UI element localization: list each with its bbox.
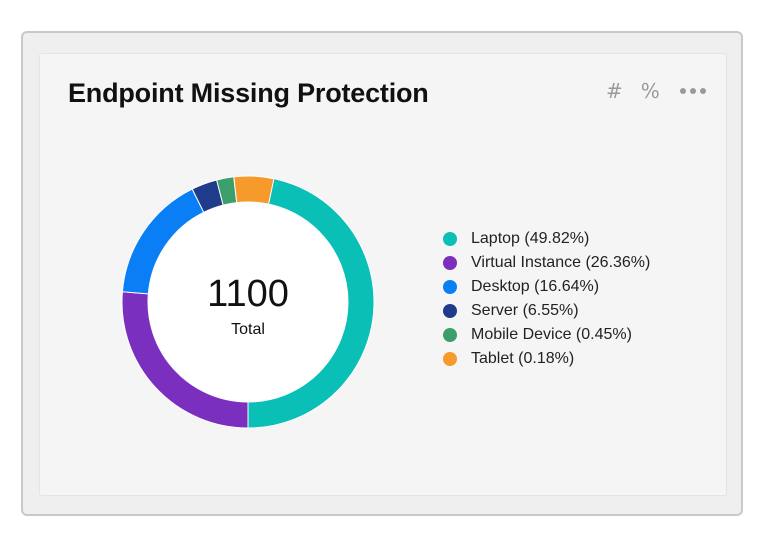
count-toggle-button[interactable]: # — [606, 79, 623, 103]
chart-legend: Laptop (49.82%) Virtual Instance (26.36%)… — [443, 227, 650, 371]
more-options-icon[interactable] — [679, 81, 706, 101]
legend-item-server[interactable]: Server (6.55%) — [443, 299, 650, 323]
legend-item-mobile-device[interactable]: Mobile Device (0.45%) — [443, 323, 650, 347]
legend-label: Mobile Device (0.45%) — [471, 326, 632, 343]
legend-label: Virtual Instance (26.36%) — [471, 254, 651, 271]
legend-label: Server (6.55%) — [471, 302, 579, 319]
legend-label: Tablet (0.18%) — [471, 350, 575, 367]
donut-center-label: Total — [231, 321, 265, 338]
more-dot — [699, 88, 706, 94]
legend-swatch — [443, 304, 457, 318]
legend-item-tablet[interactable]: Tablet (0.18%) — [443, 347, 650, 371]
donut-slice-tablet[interactable] — [233, 175, 275, 205]
legend-swatch — [443, 280, 457, 294]
legend-swatch — [443, 232, 457, 246]
legend-swatch — [443, 328, 457, 342]
percent-toggle-button[interactable]: % — [640, 79, 660, 103]
legend-item-virtual-instance[interactable]: Virtual Instance (26.36%) — [443, 251, 650, 275]
donut-slice-laptop[interactable] — [247, 175, 375, 429]
more-dot — [679, 88, 686, 94]
legend-item-laptop[interactable]: Laptop (49.82%) — [443, 227, 650, 251]
donut-center-value: 1100 — [207, 273, 289, 315]
more-dot — [689, 88, 696, 94]
legend-swatch — [443, 256, 457, 270]
donut-svg — [121, 175, 375, 429]
widget-card: Endpoint Missing Protection # % 1100 Tot… — [40, 54, 726, 495]
legend-swatch — [443, 352, 457, 366]
widget-toolbar: # % — [606, 76, 706, 106]
donut-chart: 1100 Total — [120, 174, 376, 430]
legend-label: Desktop (16.64%) — [471, 278, 600, 295]
legend-label: Laptop (49.82%) — [471, 230, 590, 247]
legend-item-desktop[interactable]: Desktop (16.64%) — [443, 275, 650, 299]
widget-title: Endpoint Missing Protection — [68, 78, 429, 108]
donut-hole — [148, 202, 348, 402]
